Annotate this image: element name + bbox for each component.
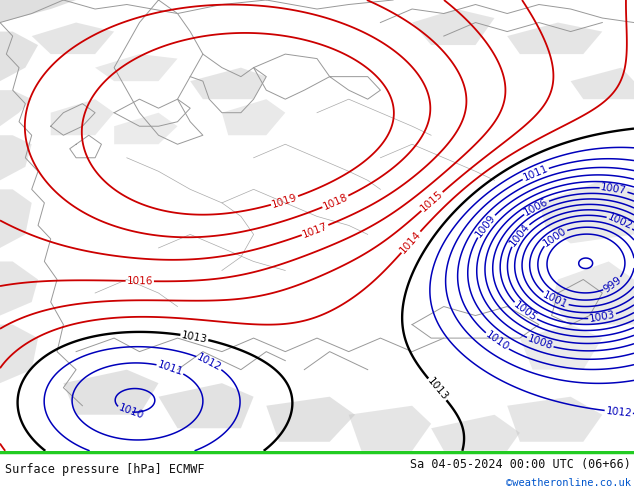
Text: 1002: 1002 xyxy=(606,212,634,232)
Polygon shape xyxy=(95,54,178,81)
Text: 1013: 1013 xyxy=(425,376,450,403)
Polygon shape xyxy=(412,9,495,45)
Text: 999: 999 xyxy=(602,274,624,294)
Polygon shape xyxy=(0,90,32,126)
Text: 1012: 1012 xyxy=(195,352,223,373)
Text: 1019: 1019 xyxy=(271,192,299,209)
Polygon shape xyxy=(0,0,76,23)
Text: 1017: 1017 xyxy=(301,221,329,240)
Polygon shape xyxy=(0,262,38,316)
Polygon shape xyxy=(552,262,634,324)
Polygon shape xyxy=(431,415,520,451)
Text: 1015: 1015 xyxy=(419,189,445,214)
Polygon shape xyxy=(507,397,602,442)
Polygon shape xyxy=(349,406,431,451)
Polygon shape xyxy=(0,189,32,248)
Text: 1003: 1003 xyxy=(588,310,616,324)
Text: 1011: 1011 xyxy=(156,359,184,377)
Text: 1001: 1001 xyxy=(541,290,569,310)
Polygon shape xyxy=(114,113,178,144)
Polygon shape xyxy=(539,180,634,244)
Polygon shape xyxy=(158,383,254,428)
Polygon shape xyxy=(571,68,634,99)
Polygon shape xyxy=(51,99,114,135)
Text: 1012: 1012 xyxy=(605,406,632,418)
Text: 1018: 1018 xyxy=(321,192,349,212)
Text: 1008: 1008 xyxy=(526,334,554,352)
Polygon shape xyxy=(63,369,158,415)
Polygon shape xyxy=(0,324,38,383)
Text: 1014: 1014 xyxy=(398,229,424,255)
Text: 1006: 1006 xyxy=(522,196,550,218)
Polygon shape xyxy=(266,397,355,442)
Text: 1005: 1005 xyxy=(512,300,538,323)
Text: 1016: 1016 xyxy=(127,276,153,286)
Text: ©weatheronline.co.uk: ©weatheronline.co.uk xyxy=(506,478,631,488)
Text: 1011: 1011 xyxy=(521,164,550,183)
Polygon shape xyxy=(0,31,38,81)
Text: 1009: 1009 xyxy=(474,213,498,239)
Text: 1004: 1004 xyxy=(507,221,531,248)
Polygon shape xyxy=(190,68,266,99)
Text: 1000: 1000 xyxy=(541,225,568,248)
Polygon shape xyxy=(32,23,114,54)
Text: 1010: 1010 xyxy=(483,330,510,353)
Polygon shape xyxy=(507,23,602,54)
Text: Surface pressure [hPa] ECMWF: Surface pressure [hPa] ECMWF xyxy=(5,463,205,476)
Text: 1010: 1010 xyxy=(117,403,145,421)
Text: 1007: 1007 xyxy=(600,182,628,196)
Polygon shape xyxy=(520,324,602,369)
Polygon shape xyxy=(0,135,32,180)
Text: Sa 04-05-2024 00:00 UTC (06+66): Sa 04-05-2024 00:00 UTC (06+66) xyxy=(410,458,631,471)
Text: 1013: 1013 xyxy=(181,330,209,344)
Polygon shape xyxy=(222,99,285,135)
